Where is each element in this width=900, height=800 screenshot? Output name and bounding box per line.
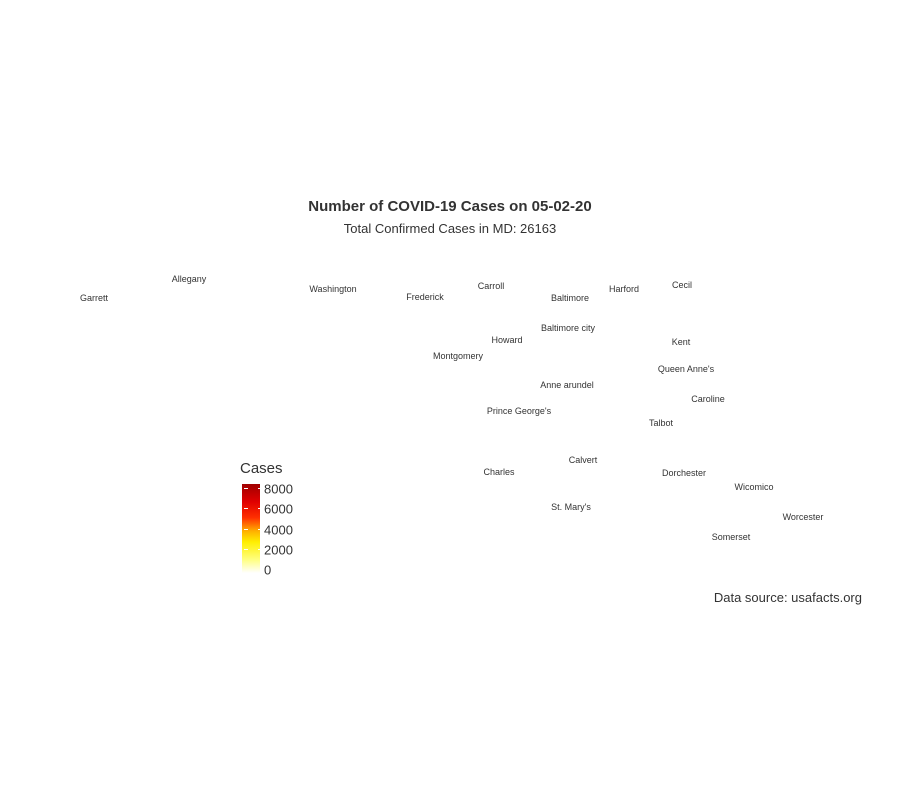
county-label: Caroline — [691, 394, 725, 404]
legend-tick — [244, 508, 248, 509]
county-label: Charles — [483, 467, 515, 477]
county-label: St. Mary's — [551, 502, 591, 512]
county-label: Harford — [608, 284, 640, 294]
county-label: Baltimore — [550, 293, 590, 303]
legend-tick — [258, 549, 262, 550]
county-label: Montgomery — [432, 351, 484, 361]
county-label: Queen Anne's — [657, 364, 715, 374]
county-label: Allegany — [171, 274, 207, 284]
county-label: Frederick — [406, 292, 444, 302]
data-source-caption: Data source: usafacts.org — [713, 590, 862, 605]
legend-colorbar — [242, 484, 262, 573]
legend-label-2000: 2000 — [264, 542, 293, 558]
county-label: Talbot — [648, 418, 674, 428]
legend-label-4000: 4000 — [264, 522, 293, 538]
county-label: Howard — [491, 335, 523, 345]
county-label: Cecil — [671, 280, 693, 290]
legend-label-0: 0 — [264, 562, 272, 578]
county-label: Calvert — [568, 455, 598, 465]
color-legend: Cases 8000 6000 4000 2000 0 — [240, 460, 330, 580]
county-label: Garrett — [79, 293, 109, 303]
county-label: Washington — [309, 284, 357, 294]
legend-tick — [244, 488, 248, 489]
county-label: Prince George's — [486, 406, 552, 416]
legend-tick — [258, 508, 262, 509]
legend-tick — [244, 549, 248, 550]
map-title: Number of COVID-19 Cases on 05-02-20 — [308, 198, 592, 215]
county-label: Somerset — [711, 532, 751, 542]
county-label: Wicomico — [734, 482, 774, 492]
county-label: Worcester — [782, 512, 824, 522]
legend-label-6000: 6000 — [264, 501, 293, 517]
map-subtitle: Total Confirmed Cases in MD: 26163 — [343, 221, 557, 236]
county-label: Carroll — [477, 281, 505, 291]
legend-tick — [258, 529, 262, 530]
county-label: Kent — [671, 337, 691, 347]
legend-tick — [244, 529, 248, 530]
county-label: Dorchester — [661, 468, 707, 478]
county-label: Anne arundel — [540, 380, 594, 390]
legend-tick — [258, 488, 262, 489]
legend-title: Cases — [240, 460, 283, 477]
legend-label-8000: 8000 — [264, 481, 293, 497]
county-label: Baltimore city — [540, 323, 596, 333]
